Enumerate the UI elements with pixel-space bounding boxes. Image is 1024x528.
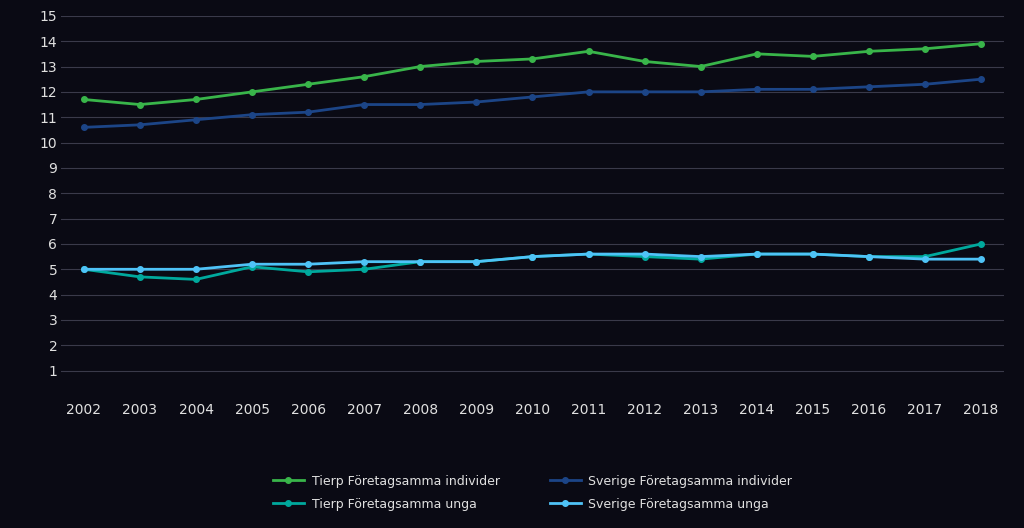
Sverige Företagsamma unga [694, 253, 707, 260]
Line: Tierp Företagsamma individer: Tierp Företagsamma individer [81, 41, 984, 107]
Tierp Företagsamma individer [751, 51, 763, 57]
Tierp Företagsamma unga [807, 251, 819, 257]
Sverige Företagsamma unga [189, 266, 202, 272]
Tierp Företagsamma unga [189, 276, 202, 282]
Tierp Företagsamma individer [919, 45, 931, 52]
Tierp Företagsamma unga [246, 263, 258, 270]
Tierp Företagsamma unga [975, 241, 987, 247]
Tierp Företagsamma unga [919, 253, 931, 260]
Sverige Företagsamma individer [863, 83, 876, 90]
Sverige Företagsamma unga [526, 253, 539, 260]
Tierp Företagsamma individer [470, 58, 482, 64]
Tierp Företagsamma individer [975, 41, 987, 47]
Legend: Tierp Företagsamma individer, Tierp Företagsamma unga, Sverige Företagsamma indi: Tierp Företagsamma individer, Tierp Före… [272, 475, 793, 512]
Sverige Företagsamma individer [189, 117, 202, 123]
Sverige Företagsamma individer [78, 124, 90, 130]
Tierp Företagsamma unga [302, 269, 314, 275]
Sverige Företagsamma individer [134, 121, 146, 128]
Sverige Företagsamma unga [134, 266, 146, 272]
Sverige Företagsamma unga [807, 251, 819, 257]
Sverige Företagsamma individer [639, 89, 651, 95]
Sverige Företagsamma individer [526, 94, 539, 100]
Sverige Företagsamma unga [302, 261, 314, 267]
Sverige Företagsamma individer [751, 86, 763, 92]
Sverige Företagsamma individer [919, 81, 931, 88]
Sverige Företagsamma unga [78, 266, 90, 272]
Tierp Företagsamma unga [863, 253, 876, 260]
Tierp Företagsamma individer [414, 63, 426, 70]
Sverige Företagsamma unga [919, 256, 931, 262]
Sverige Företagsamma unga [639, 251, 651, 257]
Sverige Företagsamma individer [583, 89, 595, 95]
Tierp Företagsamma individer [639, 58, 651, 64]
Tierp Företagsamma individer [78, 96, 90, 102]
Sverige Företagsamma individer [414, 101, 426, 108]
Tierp Företagsamma individer [583, 48, 595, 54]
Tierp Företagsamma unga [358, 266, 371, 272]
Sverige Företagsamma unga [470, 259, 482, 265]
Sverige Företagsamma individer [694, 89, 707, 95]
Sverige Företagsamma unga [975, 256, 987, 262]
Tierp Företagsamma individer [694, 63, 707, 70]
Line: Sverige Företagsamma unga: Sverige Företagsamma unga [81, 251, 984, 272]
Tierp Företagsamma unga [639, 253, 651, 260]
Tierp Företagsamma unga [694, 256, 707, 262]
Sverige Företagsamma unga [583, 251, 595, 257]
Sverige Företagsamma unga [246, 261, 258, 267]
Tierp Företagsamma unga [78, 266, 90, 272]
Sverige Företagsamma unga [863, 253, 876, 260]
Tierp Företagsamma unga [526, 253, 539, 260]
Sverige Företagsamma unga [414, 259, 426, 265]
Tierp Företagsamma unga [414, 259, 426, 265]
Sverige Företagsamma unga [358, 259, 371, 265]
Line: Sverige Företagsamma individer: Sverige Företagsamma individer [81, 77, 984, 130]
Tierp Företagsamma unga [583, 251, 595, 257]
Sverige Företagsamma individer [470, 99, 482, 105]
Tierp Företagsamma individer [302, 81, 314, 88]
Tierp Företagsamma unga [470, 259, 482, 265]
Tierp Företagsamma individer [358, 73, 371, 80]
Line: Tierp Företagsamma unga: Tierp Företagsamma unga [81, 241, 984, 282]
Tierp Företagsamma individer [863, 48, 876, 54]
Sverige Företagsamma individer [807, 86, 819, 92]
Tierp Företagsamma individer [246, 89, 258, 95]
Sverige Företagsamma unga [751, 251, 763, 257]
Sverige Företagsamma individer [358, 101, 371, 108]
Sverige Företagsamma individer [246, 111, 258, 118]
Tierp Företagsamma individer [134, 101, 146, 108]
Sverige Företagsamma individer [975, 76, 987, 82]
Tierp Företagsamma individer [189, 96, 202, 102]
Sverige Företagsamma individer [302, 109, 314, 115]
Tierp Företagsamma individer [526, 56, 539, 62]
Tierp Företagsamma unga [134, 274, 146, 280]
Tierp Företagsamma unga [751, 251, 763, 257]
Tierp Företagsamma individer [807, 53, 819, 60]
